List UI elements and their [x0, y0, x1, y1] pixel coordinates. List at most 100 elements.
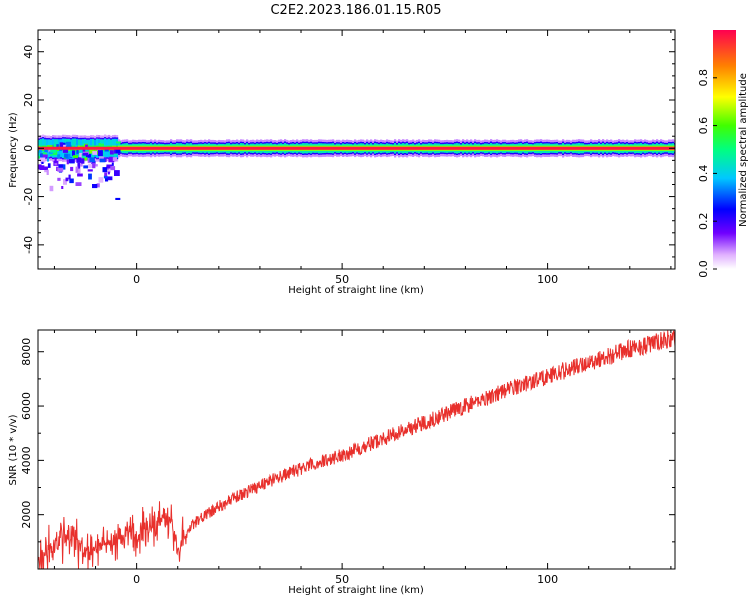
spectrogram-cell: [88, 163, 92, 168]
x-tick-label: 0: [133, 573, 140, 586]
colorbar-label: Normalized spectral amplitude: [738, 73, 749, 227]
spectrogram-cell: [92, 162, 96, 169]
y-tick-label: -20: [22, 188, 35, 206]
spectrogram-cell: [81, 153, 86, 158]
spectrogram-cell: [66, 159, 69, 165]
spectrogram-cell: [83, 165, 89, 169]
spectrogram-cell: [107, 176, 113, 181]
spectrogram-cell: [48, 151, 54, 155]
spectrogram-cell: [80, 162, 83, 167]
colorbar-tick-label: 0.0: [697, 260, 710, 278]
spectrogram-cell: [72, 155, 78, 159]
spectrogram-cell: [103, 175, 108, 179]
spectrogram-cell: [65, 153, 71, 160]
spectrogram-cell: [99, 156, 105, 160]
spectrogram-cell: [56, 166, 59, 171]
spectrogram-cell: [64, 153, 68, 158]
y-tick-label: 20: [22, 93, 35, 107]
spectrogram-cell: [114, 170, 120, 176]
colorbar-tick-label: 0.8: [697, 69, 710, 87]
spectrogram-cell: [82, 152, 89, 156]
spectrogram-cell: [76, 157, 82, 163]
spectrogram-cell: [87, 169, 93, 172]
spectrogram-cell: [68, 174, 71, 180]
spectrogram-cell: [42, 154, 48, 158]
spectrogram-cell: [111, 162, 114, 166]
y-tick-label: 0: [22, 145, 35, 152]
spectrogram-cell: [100, 143, 104, 150]
spectrogram-cell: [38, 148, 42, 153]
spectrogram-cell: [89, 147, 95, 154]
spectrogram-cell: [65, 177, 69, 182]
snr-frame: [37, 329, 676, 570]
spectrogram-cell: [105, 176, 109, 182]
spectrogram-cell: [53, 144, 57, 148]
spectrogram-xlabel: Height of straight line (km): [288, 285, 424, 296]
snr-ylabel: SNR (10 * v/v): [8, 414, 19, 485]
y-tick-label: -40: [22, 236, 35, 254]
spectrogram-cell: [77, 173, 83, 177]
spectrogram-cell: [62, 164, 66, 170]
spectrogram-cell: [92, 151, 97, 155]
spectrogram-cell: [54, 157, 57, 163]
spectrogram-cell: [48, 149, 52, 153]
spectrogram-cell: [59, 142, 64, 148]
spectrogram-frame: [37, 29, 676, 270]
snr-xlabel: Height of straight line (km): [288, 585, 424, 596]
spectrogram-cell: [110, 166, 116, 171]
y-tick-label: 2000: [20, 501, 33, 529]
spectrogram-cell: [69, 178, 74, 184]
spectrogram-ylabel: Frequency (Hz): [8, 112, 19, 188]
spectrogram-cell: [91, 160, 96, 165]
spectrogram-cell: [97, 150, 103, 156]
spectrogram-cell: [89, 157, 95, 163]
spectrogram-cell: [115, 197, 121, 200]
spectrogram-cell: [57, 177, 61, 181]
snr-panel: 0 50 100 2000 4000 6000 8000 Height of straigh…: [8, 329, 676, 596]
spectrogram-cell: [40, 157, 46, 163]
colorbar-gradient: [713, 30, 736, 269]
spectrogram-cell: [56, 144, 59, 148]
spectrogram-cell: [107, 170, 111, 173]
spectrogram-cell: [116, 141, 121, 144]
y-tick-label: 40: [22, 45, 35, 59]
y-tick-label: 8000: [20, 338, 33, 366]
y-tick-label: 4000: [20, 446, 33, 474]
spectrogram-cell: [49, 185, 54, 192]
spectrogram-cell: [58, 164, 64, 169]
spectrogram-cell: [39, 165, 45, 170]
snr-series-line: [38, 330, 675, 569]
spectrogram-cell: [98, 177, 104, 183]
spectrogram-ticks: 0 50 100 -40 -20 0 20 40: [22, 30, 675, 286]
spectrogram-panel: 0 50 100 -40 -20 0 20 40 Height of straight lin…: [8, 29, 676, 296]
spectrogram-cell: [104, 172, 108, 177]
spectrogram-cell: [79, 149, 83, 152]
colorbar: 0.0 0.2 0.4 0.6 0.8 Normalized spectral ampl…: [697, 30, 749, 278]
spectrogram-cell: [88, 173, 92, 180]
x-tick-label: 50: [335, 573, 349, 586]
spectrogram-cell: [70, 166, 74, 172]
spectrogram-cell: [112, 157, 117, 161]
spectrogram-cell: [47, 157, 49, 162]
colorbar-ticks: 0.0 0.2 0.4 0.6 0.8: [697, 69, 717, 278]
spectrogram-cell: [49, 153, 53, 157]
spectrogram-cell: [57, 167, 64, 172]
colorbar-tick-label: 0.6: [697, 117, 710, 135]
spectrogram-cell: [47, 163, 51, 168]
spectrogram-cell: [75, 182, 82, 186]
spectrogram-cell: [92, 184, 98, 189]
spectrogram-cell: [62, 144, 67, 147]
spectrogram-cell: [75, 166, 79, 173]
spectrogram-cell: [88, 154, 91, 158]
spectrogram-cell: [65, 141, 71, 147]
x-tick-label: 0: [133, 273, 140, 286]
spectrogram-cell: [108, 156, 115, 163]
spectrogram-cell: [106, 164, 112, 169]
spectrogram-cell: [82, 157, 88, 161]
spectrogram-cell: [38, 156, 41, 159]
spectrogram-cell: [46, 169, 49, 175]
spectrogram-cell: [98, 143, 101, 147]
spectrogram-cell: [68, 159, 75, 164]
colorbar-tick-label: 0.2: [697, 212, 710, 230]
